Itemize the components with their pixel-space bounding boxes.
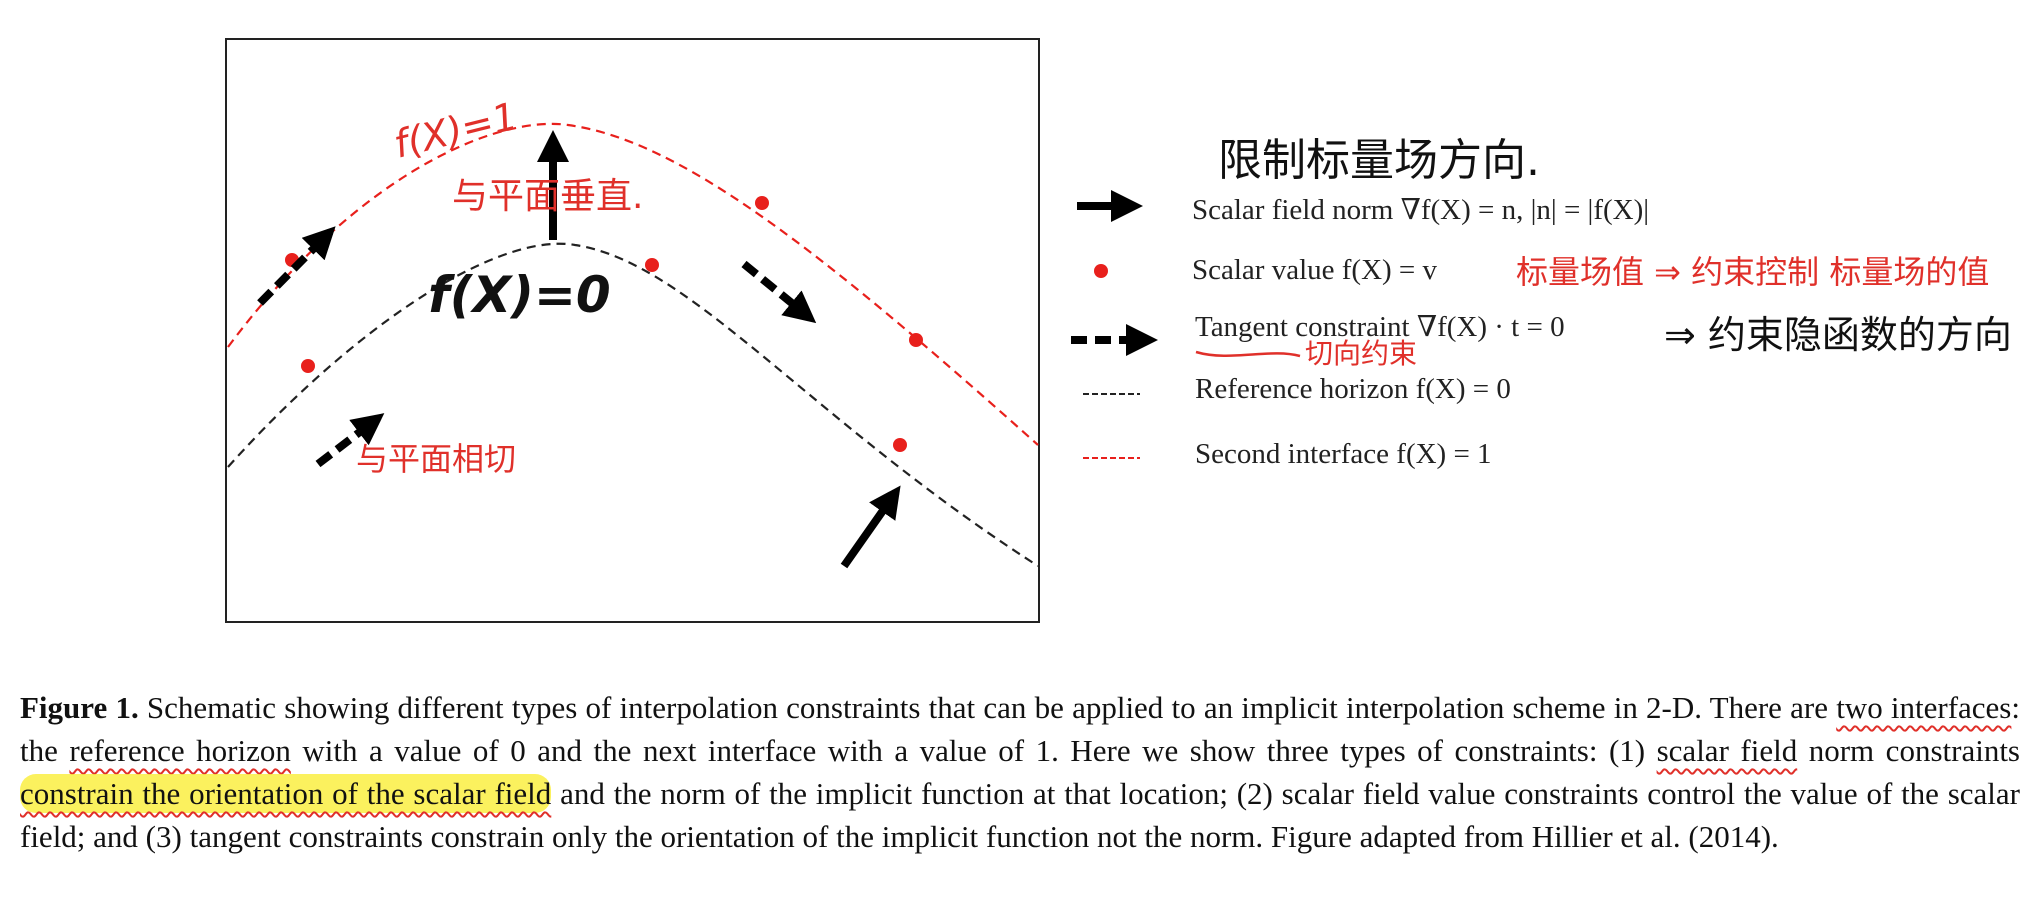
figure-caption: Figure 1. Schematic showing different ty… bbox=[20, 686, 2020, 858]
legend-label-reference: Reference horizon f(X) = 0 bbox=[1195, 373, 1511, 405]
schematic-figure: f(X)=1 与平面垂直. f(X)=0 与平面相切 Scalar field … bbox=[225, 38, 2012, 623]
legend-label-tangent: Tangent constraint ∇f(X) · t = 0 bbox=[1195, 311, 1565, 343]
legend-label-value: Scalar value f(X) = v bbox=[1192, 254, 1438, 286]
value-point bbox=[755, 196, 769, 210]
caption-text: Schematic showing different types of int… bbox=[138, 690, 1837, 725]
caption-underline-two-interfaces: two interfaces bbox=[1836, 690, 2012, 725]
legend: Scalar field norm ∇f(X) = n, |n| = |f(X)… bbox=[1071, 135, 2012, 470]
value-point bbox=[301, 359, 315, 373]
tangent-arrow bbox=[257, 226, 336, 306]
caption-text: : the bbox=[20, 690, 2020, 768]
value-note: 标量场值 ⇒ 约束控制 标量场的值 bbox=[1516, 253, 1989, 291]
reference-horizon-curve bbox=[227, 242, 1039, 567]
value-point bbox=[645, 258, 659, 272]
value-point bbox=[893, 438, 907, 452]
tangent-arrow bbox=[315, 413, 385, 468]
legend-label-second-interface: Second interface f(X) = 1 bbox=[1195, 438, 1492, 470]
tangent-direction-note: ⇒ 约束隐函数的方向 bbox=[1664, 313, 2012, 357]
caption-underline-scalar-field: scalar field bbox=[1656, 733, 1798, 768]
caption-label: Figure 1. bbox=[20, 690, 139, 725]
caption-text: norm constraints bbox=[1797, 733, 2020, 768]
caption-text: with a value of 0 and the next interface… bbox=[290, 733, 1657, 768]
legend-label-norm: Scalar field norm ∇f(X) = n, |n| = |f(X)… bbox=[1192, 194, 1649, 226]
plot-frame bbox=[225, 38, 1040, 623]
caption-text: and the norm of the implicit function at… bbox=[20, 776, 2021, 854]
second-interface-curve bbox=[227, 122, 1039, 446]
caption-underline-reference-horizon: reference horizon bbox=[69, 733, 291, 768]
legend-red-dot bbox=[1094, 264, 1108, 278]
tangent-arrow bbox=[741, 260, 817, 324]
caption-highlight: constrain the orientation of the scalar … bbox=[20, 774, 552, 813]
value-point bbox=[909, 333, 923, 347]
norm-note: 限制标量场方向. bbox=[1218, 135, 1540, 186]
black-curve-label: f(X)=0 bbox=[428, 266, 611, 324]
tangent-note: 与平面相切 bbox=[356, 440, 516, 478]
tangent-underline bbox=[1195, 350, 1301, 358]
norm-arrow bbox=[840, 485, 901, 569]
normal-note: 与平面垂直. bbox=[452, 176, 643, 217]
tangent-sub-note: 切向约束 bbox=[1305, 337, 1417, 370]
